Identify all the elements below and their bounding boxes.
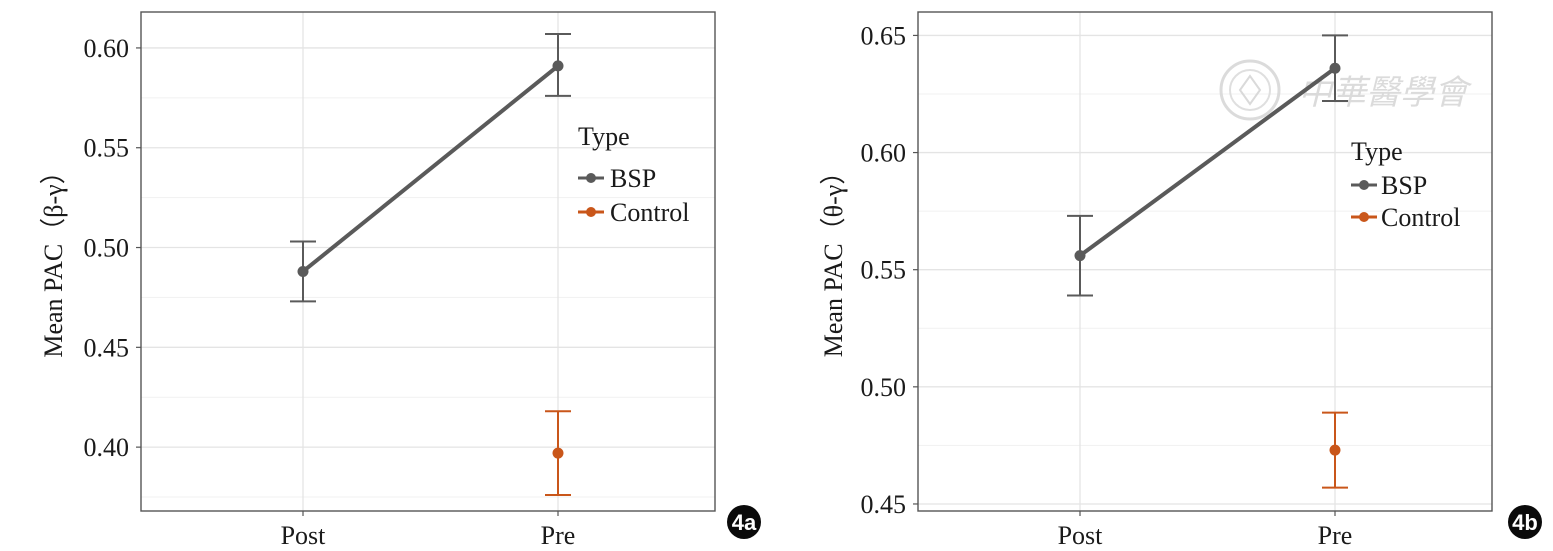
legend-title: Type [578, 122, 630, 151]
y-axis-title: Mean PAC（β-γ） [39, 158, 68, 357]
legend-label-bsp: BSP [610, 164, 656, 193]
x-tick-label: Post [281, 521, 327, 550]
panel-badge-circle [727, 505, 761, 539]
panel-badge-4b: 4b [1508, 505, 1542, 539]
panel-badge-4a: 4a [727, 505, 761, 539]
society-seal-icon [1219, 59, 1281, 121]
y-tick-label: 0.40 [84, 433, 130, 462]
y-tick-label: 0.60 [84, 34, 130, 63]
series-line-bsp [1078, 66, 1337, 258]
y-tick-label: 0.45 [861, 490, 907, 519]
plot-background [918, 12, 1492, 511]
legend-key-bsp-marker [1359, 180, 1369, 190]
y-tick-labels: 0.45 0.50 0.55 0.60 0.65 [861, 21, 918, 519]
plot-border [140, 11, 716, 512]
x-tick-label: Pre [1318, 521, 1353, 550]
panel-badge-label: 4a [732, 510, 757, 535]
y-tick-label: 0.60 [861, 139, 907, 168]
legend-title: Type [1351, 137, 1403, 166]
data-point-control [1329, 444, 1341, 456]
data-point-bsp [1074, 250, 1086, 262]
data-point-bsp [552, 60, 564, 72]
series-layer [290, 32, 571, 497]
x-tick-labels: Post Pre [281, 511, 576, 550]
legend: Type BSP Control [1351, 137, 1460, 232]
watermark: 中華醫學會 [1219, 59, 1473, 121]
panel-badge-label: 4b [1512, 510, 1538, 535]
y-tick-label: 0.50 [861, 373, 907, 402]
y-tick-label: 0.45 [84, 333, 130, 362]
legend-label-control: Control [1381, 203, 1460, 232]
chart-panel-4a: 0.40 0.45 0.50 0.55 0.60 Post Pre Mean PAC（β-… [39, 11, 761, 550]
y-tick-labels: 0.40 0.45 0.50 0.55 0.60 [84, 34, 141, 462]
panel-badge-circle [1508, 505, 1542, 539]
grid-lines [918, 12, 1492, 511]
y-axis-title: Mean PAC（θ-γ） [819, 159, 848, 358]
chart-panel-4b: 中華醫學會 0.45 0.50 0.55 0.60 0.65 Post Pre Mean … [819, 11, 1542, 550]
series-layer [1067, 34, 1348, 489]
legend-key-bsp-marker [586, 173, 596, 183]
y-tick-label: 0.65 [861, 21, 907, 50]
data-point-bsp [297, 265, 309, 277]
series-line-bsp [301, 64, 560, 274]
x-tick-label: Post [1058, 521, 1104, 550]
data-point-bsp [1329, 62, 1341, 74]
legend-label-control: Control [610, 198, 689, 227]
x-tick-labels: Post Pre [1058, 511, 1353, 550]
x-tick-label: Pre [541, 521, 576, 550]
legend: Type BSP Control [578, 122, 689, 227]
data-point-control [552, 447, 564, 459]
legend-label-bsp: BSP [1381, 171, 1427, 200]
y-tick-label: 0.55 [84, 134, 130, 163]
y-tick-label: 0.50 [84, 234, 130, 263]
y-tick-label: 0.55 [861, 256, 907, 285]
plot-border [917, 11, 1493, 512]
plot-background [141, 12, 715, 511]
legend-key-control-marker [1359, 212, 1369, 222]
watermark-text: 中華醫學會 [1298, 73, 1473, 113]
legend-key-control-marker [586, 207, 596, 217]
